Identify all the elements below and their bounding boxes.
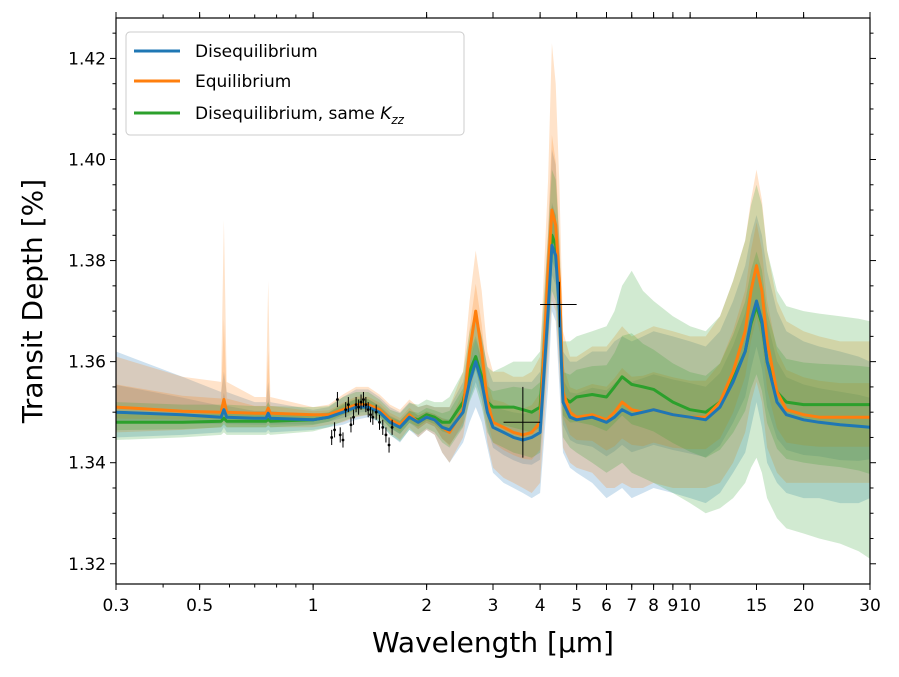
band-2 — [116, 169, 870, 559]
x-axis-label: Wavelength [μm] — [372, 626, 614, 659]
point-marker — [357, 405, 360, 409]
inner-band-0 — [116, 202, 870, 465]
series-line-0 — [116, 243, 870, 442]
observation-point — [364, 397, 368, 413]
series-line-1 — [116, 208, 870, 437]
point-marker — [369, 413, 372, 417]
observation-point — [333, 422, 336, 438]
observation-point — [503, 386, 541, 458]
point-marker — [352, 415, 355, 419]
x-tick-label: 5 — [571, 596, 582, 616]
observation-point — [362, 391, 365, 408]
y-tick-label: 1.32 — [68, 555, 106, 575]
legend-label-kzz-symbol: K — [380, 104, 393, 124]
legend-label-same-kzz-main: Disequilibrium, same — [195, 104, 380, 124]
legend-label-equilibrium: Equilibrium — [195, 72, 291, 92]
point-marker — [366, 408, 370, 412]
x-tick-label: 30 — [859, 596, 881, 616]
observation-point — [330, 429, 334, 446]
point-marker — [346, 403, 350, 406]
x-tick-label: 2 — [421, 596, 432, 616]
x-tick-label: 20 — [793, 596, 815, 616]
point-marker — [349, 423, 353, 427]
observation-point — [336, 391, 339, 408]
y-tick-label: 1.36 — [68, 353, 106, 373]
point-marker — [338, 433, 342, 437]
point-marker — [333, 428, 336, 432]
observation-point — [352, 409, 355, 425]
series-lines — [116, 208, 870, 442]
observation-point — [384, 427, 388, 443]
point-marker — [359, 400, 363, 404]
observation-point — [349, 417, 353, 433]
observation-point — [346, 397, 350, 413]
band-1 — [116, 43, 870, 494]
observation-point — [540, 281, 577, 328]
point-marker — [381, 425, 385, 429]
point-marker — [387, 443, 391, 447]
observation-point — [354, 397, 358, 413]
observations — [330, 281, 577, 458]
observation-point — [378, 414, 381, 430]
observation-point — [387, 437, 391, 453]
observation-point — [374, 404, 378, 420]
point-marker — [362, 398, 365, 401]
y-tick-label: 1.42 — [68, 49, 106, 69]
x-tick-label: 3 — [488, 596, 499, 616]
x-tick-label: 4 — [535, 596, 546, 616]
point-marker — [374, 410, 378, 414]
observation-point — [344, 402, 348, 418]
x-tick-label: 10 — [679, 596, 701, 616]
point-marker — [341, 438, 345, 442]
legend-box — [125, 31, 465, 136]
point-marker — [364, 403, 368, 406]
x-tick-label: 9 — [667, 596, 678, 616]
y-axis-label: Transit Depth [%] — [16, 179, 49, 424]
legend-label-kzz-subscript: zz — [390, 113, 404, 127]
x-tick-label: 15 — [746, 596, 768, 616]
point-marker — [330, 436, 334, 439]
legend: Disequilibrium Equilibrium Disequilibriu… — [125, 31, 465, 136]
point-marker — [344, 408, 348, 412]
x-tick-label: 0.3 — [102, 596, 129, 616]
legend-label-disequilibrium: Disequilibrium — [195, 42, 318, 62]
x-tick-label: 1 — [308, 596, 319, 616]
x-tick-label: 8 — [648, 596, 659, 616]
observation-point — [369, 407, 372, 423]
point-marker — [354, 403, 358, 406]
observation-point — [381, 419, 385, 435]
y-tick-label: 1.40 — [68, 151, 106, 171]
observation-point — [390, 419, 394, 435]
observation-point — [341, 432, 345, 448]
legend-label-same-kzz: Disequilibrium, same Kzz — [195, 104, 405, 127]
observation-point — [359, 394, 363, 410]
axis-ticks: 1.321.341.361.381.401.420.3 0.5 1 2 3 4 5 6 7 8 9 1… — [68, 12, 881, 616]
point-marker — [378, 420, 381, 424]
x-tick-label: 0.5 — [186, 596, 213, 616]
point-marker — [384, 433, 388, 437]
observation-point — [338, 427, 342, 443]
x-tick-label: 6 — [601, 596, 612, 616]
y-tick-label: 1.38 — [68, 252, 106, 272]
point-marker — [371, 415, 375, 419]
point-marker — [336, 398, 339, 401]
point-marker — [390, 425, 394, 429]
x-tick-label: 7 — [626, 596, 637, 616]
observation-point — [371, 409, 375, 425]
y-tick-label: 1.34 — [68, 454, 106, 474]
observation-point — [357, 399, 360, 415]
observation-point — [366, 402, 370, 418]
inner-band-1 — [116, 135, 870, 460]
